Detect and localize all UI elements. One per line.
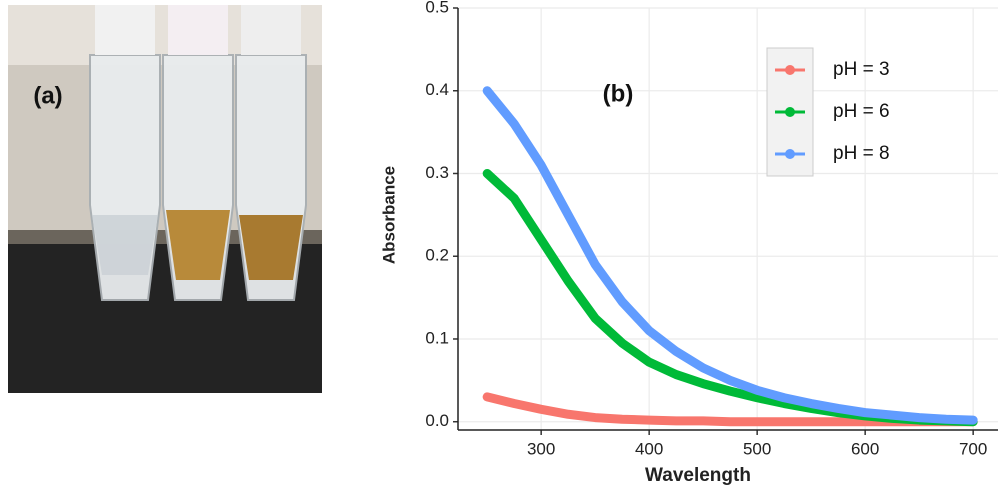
figure: (a) 0.0 0.1 0.2 0.3 0.4 0.5 300 400 500 600 700 Wav…: [0, 0, 1008, 495]
y-tick-label: 0.5: [425, 0, 449, 16]
page: {"panel_a": {"label": "(a)"}, "chart_dat…: [0, 0, 1008, 495]
plot-background: [458, 8, 998, 430]
legend-marker: [785, 149, 795, 159]
x-tick-label: 400: [635, 439, 663, 458]
legend-label: pH = 3: [833, 59, 890, 80]
x-axis-label: Wavelength: [645, 465, 751, 486]
legend-label: pH = 6: [833, 101, 890, 122]
panel-label: (a): [33, 82, 62, 109]
x-tick-label: 500: [743, 439, 771, 458]
y-tick-label: 0.1: [425, 328, 449, 347]
legend-marker: [785, 107, 795, 117]
y-tick-label: 0.3: [425, 163, 449, 182]
chart: 0.0 0.1 0.2 0.3 0.4 0.5 300 400 500 600 700 Wavelen…: [379, 0, 998, 486]
y-tick-label: 0.2: [425, 246, 449, 265]
photo: (a): [8, 5, 322, 393]
x-tick-label: 600: [851, 439, 879, 458]
x-tick-label: 300: [527, 439, 555, 458]
legend-label: pH = 8: [833, 143, 890, 164]
y-tick-label: 0.4: [425, 80, 449, 99]
y-axis-label: Absorbance: [379, 166, 398, 264]
y-tick-label: 0.0: [425, 411, 449, 430]
x-tick-label: 700: [959, 439, 987, 458]
legend-marker: [785, 65, 795, 75]
panel-label: (b): [603, 80, 634, 107]
